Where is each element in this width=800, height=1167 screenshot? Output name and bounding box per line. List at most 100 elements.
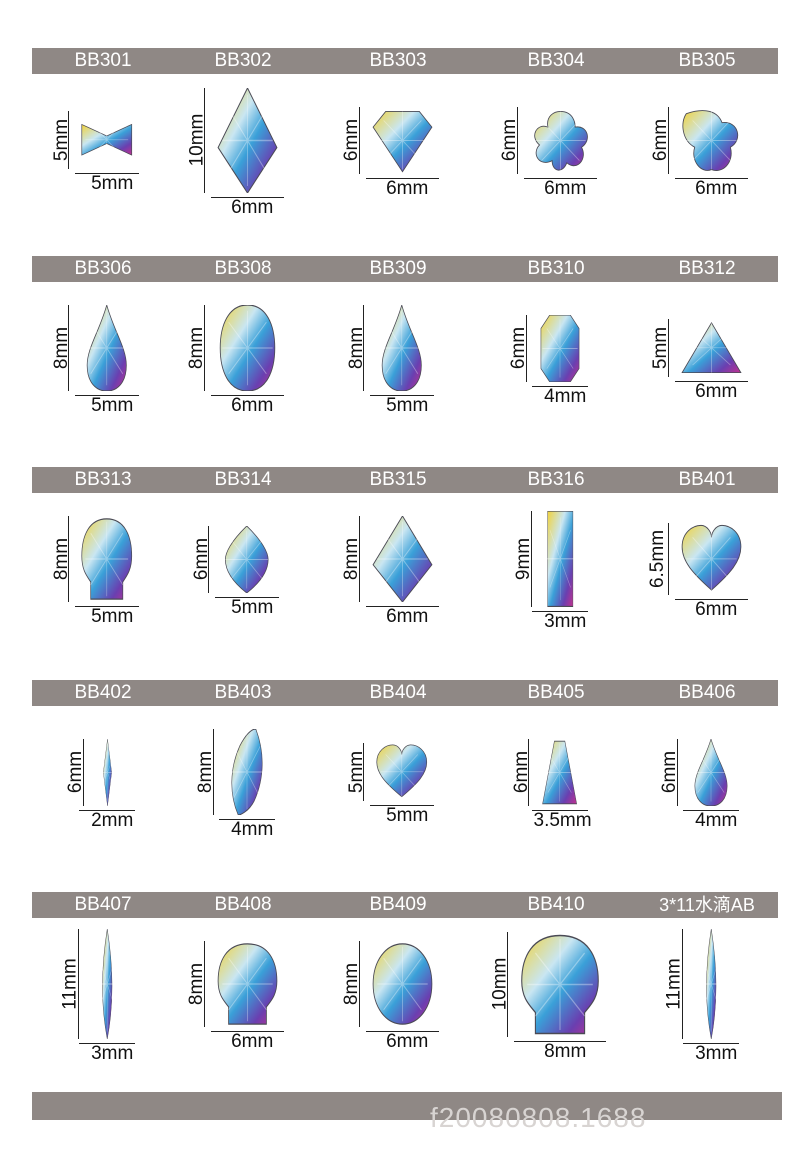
width-dimension-label: 6mm [544, 177, 587, 199]
height-dimension-line [358, 516, 360, 602]
height-dimension-label: 8mm [50, 326, 72, 370]
width-dimension-line [365, 606, 439, 607]
width-dimension-label: 6mm [231, 395, 274, 416]
width-dimension-line [370, 395, 434, 396]
width-dimension-label: 6mm [695, 380, 738, 402]
width-dimension-label: 4mm [695, 809, 738, 831]
height-dimension-line [358, 106, 360, 174]
ab-crystal-teardrop-icon [693, 738, 729, 806]
width-dimension-line [79, 809, 135, 811]
width-dimension-line [75, 606, 139, 607]
ab-crystal-round-icon [372, 943, 432, 1025]
width-dimension-line [365, 177, 439, 179]
ab-crystal-navette-icon [93, 929, 121, 1039]
product-code: BB305 [678, 50, 736, 71]
width-dimension-label: 6mm [386, 1031, 429, 1052]
width-dimension-label: 5mm [386, 395, 429, 416]
width-dimension-line [215, 596, 279, 598]
width-dimension-label: 6mm [695, 598, 738, 620]
product-code: BB408 [214, 894, 272, 915]
product-code: BB312 [678, 258, 736, 279]
width-dimension-label: 3mm [544, 610, 587, 632]
product-code: BB409 [369, 894, 427, 915]
width-dimension-label: 3mm [91, 1043, 134, 1064]
product-code: BB315 [369, 469, 427, 490]
width-dimension-label: 5mm [386, 804, 429, 826]
height-dimension-line [667, 319, 669, 377]
width-dimension-label: 5mm [91, 606, 134, 627]
height-dimension-line [68, 305, 70, 391]
ab-crystal-heart-icon [376, 744, 428, 798]
height-dimension-label: 8mm [340, 537, 362, 581]
height-dimension-label: 6mm [508, 326, 530, 370]
width-dimension-line [532, 610, 588, 612]
width-dimension-line [674, 598, 748, 600]
width-dimension-label: 5mm [91, 172, 134, 194]
width-dimension-line [514, 1040, 606, 1042]
product-code: BB316 [527, 469, 585, 490]
header-band [32, 892, 778, 918]
height-dimension-label: 6mm [190, 537, 212, 581]
width-dimension-line [523, 177, 597, 179]
product-code: BB303 [369, 50, 427, 71]
ab-crystal-skull-icon [217, 943, 277, 1025]
height-dimension-label: 8mm [185, 326, 207, 370]
width-dimension-line [532, 385, 588, 387]
height-dimension-label: 6mm [64, 750, 86, 794]
product-code: BB407 [74, 894, 132, 915]
product-code: BB405 [527, 682, 585, 703]
width-dimension-line [365, 1031, 439, 1032]
ab-crystal-flower-icon [533, 110, 588, 171]
ab-crystal-oval-icon [219, 305, 275, 391]
product-code: BB309 [369, 258, 427, 279]
height-dimension-line [530, 511, 532, 607]
height-dimension-label: 6mm [498, 118, 520, 162]
height-dimension-label: 8mm [185, 962, 207, 1006]
height-dimension-label: 10mm [489, 957, 511, 1011]
product-code: BB406 [678, 682, 736, 703]
ab-crystal-baguette-icon [546, 511, 574, 607]
height-dimension-line [208, 525, 210, 593]
width-dimension-label: 8mm [544, 1040, 587, 1062]
watermark-text: f20080808.1688 [430, 1102, 647, 1133]
width-dimension-line [210, 196, 284, 198]
header-band [32, 48, 778, 74]
ab-crystal-triangle-icon [680, 322, 742, 374]
width-dimension-line [370, 804, 434, 806]
product-code: BB314 [214, 469, 272, 490]
product-code: BB310 [527, 258, 585, 279]
height-dimension-label: 9mm [513, 537, 535, 581]
height-dimension-label: 8mm [50, 537, 72, 581]
product-code: BB403 [214, 682, 272, 703]
product-code: BB304 [527, 50, 585, 71]
width-dimension-line [75, 172, 139, 174]
height-dimension-line [526, 314, 527, 382]
ab-crystal-octagon-icon [540, 314, 580, 382]
height-dimension-line [528, 738, 530, 806]
height-dimension-label: 5mm [50, 118, 72, 162]
ab-crystal-needle-icon [97, 738, 117, 806]
height-dimension-line [667, 523, 669, 595]
height-dimension-line [681, 929, 683, 1039]
width-dimension-line [79, 1043, 135, 1044]
product-code: BB308 [214, 258, 272, 279]
height-dimension-line [77, 929, 79, 1039]
width-dimension-line [683, 809, 739, 811]
height-dimension-label: 11mm [663, 958, 685, 1010]
height-dimension-line [363, 743, 365, 801]
product-code: BB404 [369, 682, 427, 703]
product-code: BB301 [74, 50, 132, 71]
header-band [32, 680, 778, 706]
ab-crystal-leaf-icon [229, 729, 265, 815]
height-dimension-label: 6mm [340, 118, 362, 162]
product-code: BB401 [678, 469, 736, 490]
height-dimension-line [213, 729, 214, 815]
width-dimension-line [674, 380, 748, 382]
ab-crystal-trapezoid-icon [542, 740, 578, 804]
height-dimension-line [68, 111, 70, 169]
width-dimension-line [210, 395, 284, 396]
width-dimension-label: 4mm [544, 385, 587, 407]
height-dimension-line [507, 931, 508, 1037]
ab-crystal-navette-icon [697, 929, 725, 1039]
height-dimension-label: 6mm [659, 750, 681, 794]
